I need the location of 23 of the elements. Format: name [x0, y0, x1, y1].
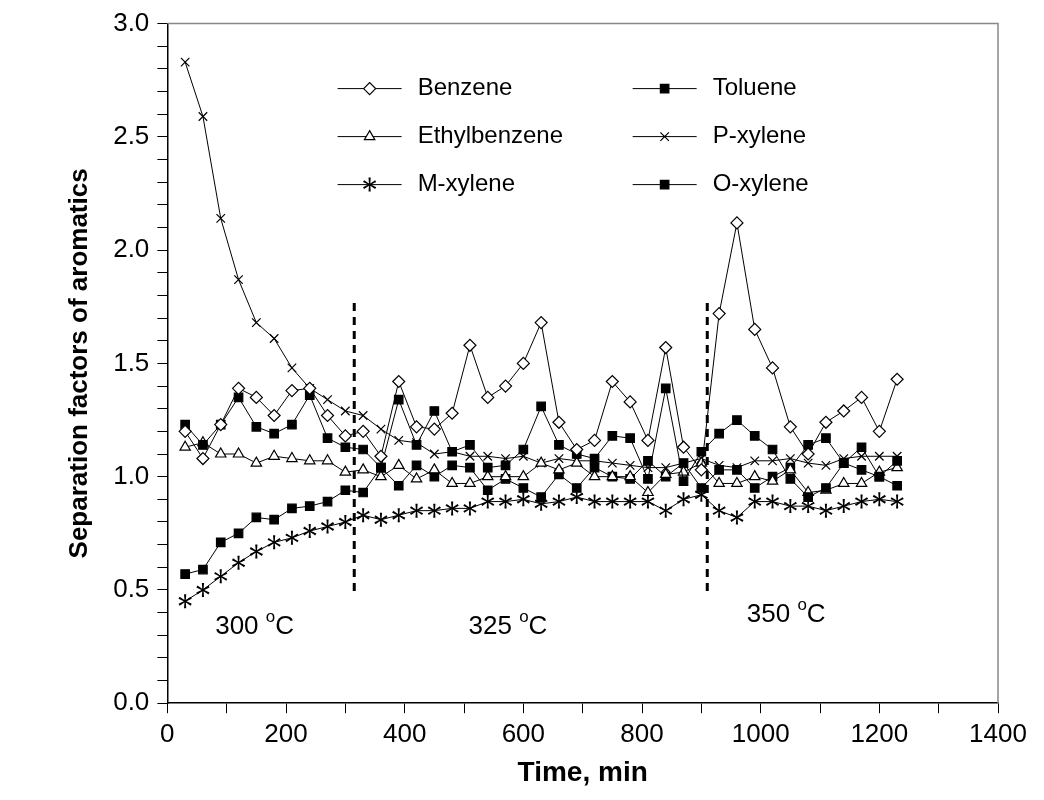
y-tick-label: 0.5 [113, 573, 150, 604]
legend-label: O-xylene [712, 169, 809, 197]
y-tick-label: 0.0 [113, 686, 150, 717]
legend-label: Toluene [712, 73, 797, 101]
y-tick-label: 2.0 [113, 233, 150, 264]
y-tick-label: 2.5 [113, 120, 150, 151]
x-tick-label: 1400 [969, 717, 1027, 748]
legend-label: P-xylene [712, 121, 806, 149]
x-tick-label: 600 [501, 717, 546, 748]
x-tick-label: 1200 [850, 717, 909, 748]
y-tick-label: 1.0 [113, 459, 150, 490]
x-tick-label: 0 [160, 717, 175, 748]
y-tick-label: 1.5 [113, 346, 150, 377]
x-axis-title: Time, min [517, 755, 648, 787]
x-tick-label: 400 [382, 717, 427, 748]
legend-label: Ethylbenzene [417, 121, 564, 149]
y-tick-label: 3.0 [113, 6, 150, 37]
legend-label: Benzene [417, 73, 513, 101]
legend-label: M-xylene [417, 169, 515, 197]
x-tick-label: 800 [620, 717, 664, 748]
x-tick-label: 1000 [731, 717, 790, 748]
y-axis-title: Separation factors of aromatics [62, 168, 93, 559]
x-tick-label: 200 [264, 717, 308, 748]
